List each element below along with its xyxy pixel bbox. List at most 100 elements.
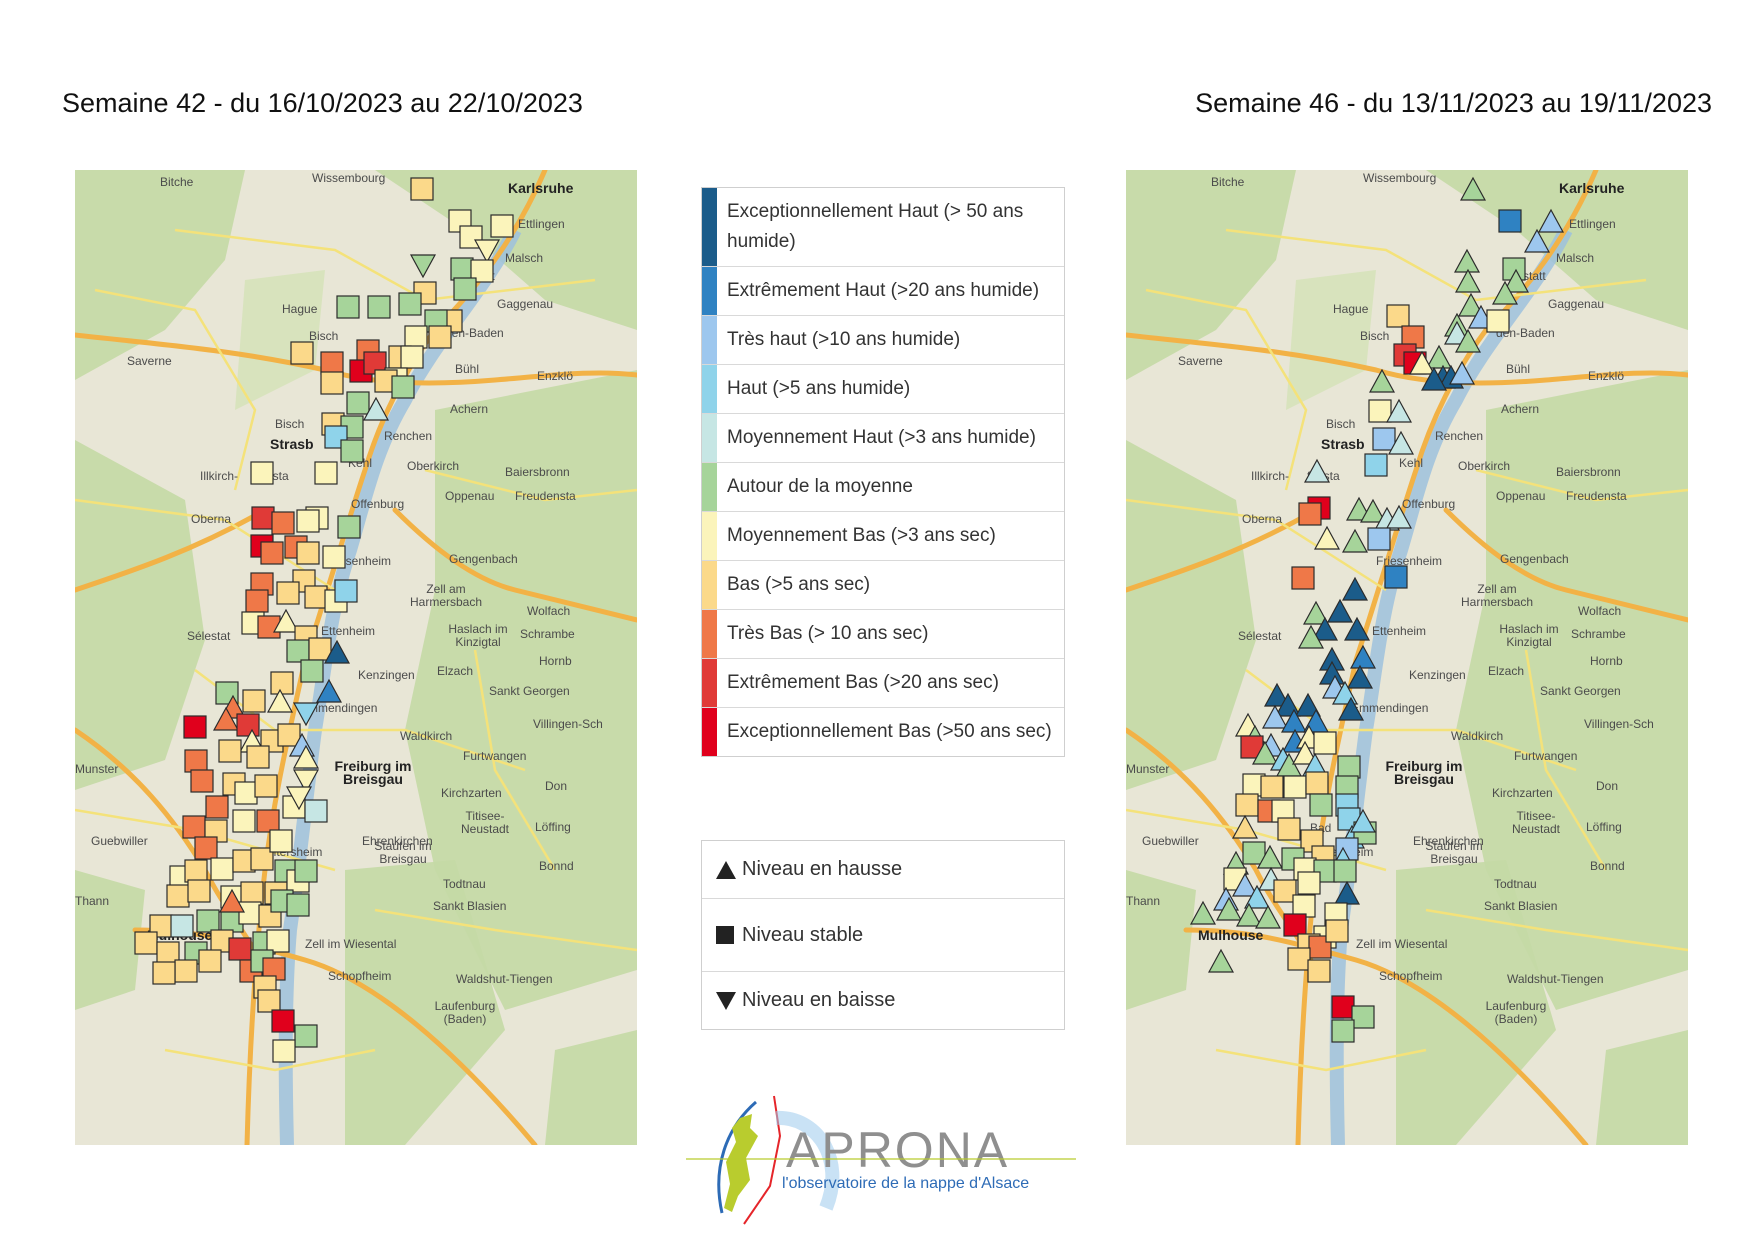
station-stable-marker[interactable] (1486, 309, 1510, 333)
station-stable-marker[interactable] (245, 589, 269, 613)
station-rising-marker[interactable] (1491, 280, 1519, 305)
station-stable-marker[interactable] (184, 859, 208, 883)
station-rising-marker[interactable] (272, 608, 300, 633)
station-stable-marker[interactable] (470, 259, 494, 283)
station-stable-marker[interactable] (304, 799, 328, 823)
station-stable-marker[interactable] (238, 901, 262, 925)
station-falling-marker[interactable] (292, 702, 320, 727)
station-stable-marker[interactable] (340, 439, 364, 463)
station-stable-marker[interactable] (290, 341, 314, 365)
station-rising-marker[interactable] (292, 744, 320, 769)
station-stable-marker[interactable] (346, 391, 370, 415)
station-stable-marker[interactable] (490, 214, 514, 238)
station-rising-marker[interactable] (1502, 268, 1530, 293)
station-stable-marker[interactable] (194, 836, 218, 860)
station-stable-marker[interactable] (410, 177, 434, 201)
station-stable-marker[interactable] (236, 713, 260, 737)
station-stable-marker[interactable] (269, 829, 293, 853)
station-stable-marker[interactable] (205, 795, 229, 819)
station-stable-marker[interactable] (404, 325, 428, 349)
station-stable-marker[interactable] (166, 884, 190, 908)
station-stable-marker[interactable] (174, 959, 198, 983)
station-stable-marker[interactable] (336, 295, 360, 319)
station-rising-marker[interactable] (1359, 498, 1387, 523)
station-rising-marker[interactable] (212, 706, 240, 731)
station-rising-marker[interactable] (1425, 344, 1453, 369)
station-stable-marker[interactable] (134, 931, 158, 955)
station-rising-marker[interactable] (1448, 360, 1476, 385)
station-stable-marker[interactable] (218, 739, 242, 763)
station-stable-marker[interactable] (322, 545, 346, 569)
station-rising-marker[interactable] (1349, 644, 1377, 669)
station-stable-marker[interactable] (320, 371, 344, 395)
station-rising-marker[interactable] (1207, 948, 1235, 973)
station-rising-marker[interactable] (1453, 248, 1481, 273)
station-rising-marker[interactable] (362, 396, 390, 421)
station-stable-marker[interactable] (286, 893, 310, 917)
station-stable-marker[interactable] (1287, 947, 1311, 971)
station-rising-marker[interactable] (1243, 884, 1271, 909)
station-rising-marker[interactable] (218, 888, 246, 913)
station-rising-marker[interactable] (1256, 844, 1284, 869)
station-falling-marker[interactable] (473, 239, 501, 264)
station-rising-marker[interactable] (1235, 902, 1263, 927)
station-stable-marker[interactable] (1235, 793, 1259, 817)
station-stable-marker[interactable] (1297, 871, 1321, 895)
station-stable-marker[interactable] (367, 295, 391, 319)
station-rising-marker[interactable] (1346, 664, 1374, 689)
station-rising-marker[interactable] (323, 639, 351, 664)
station-stable-marker[interactable] (337, 515, 361, 539)
station-stable-marker[interactable] (270, 671, 294, 695)
station-stable-marker[interactable] (170, 914, 194, 938)
station-stable-marker[interactable] (296, 509, 320, 533)
station-stable-marker[interactable] (1273, 879, 1297, 903)
station-rising-marker[interactable] (1291, 740, 1319, 765)
station-stable-marker[interactable] (286, 639, 310, 663)
station-rising-marker[interactable] (315, 678, 343, 703)
station-rising-marker[interactable] (1303, 458, 1331, 483)
station-stable-marker[interactable] (391, 375, 415, 399)
station-stable-marker[interactable] (1337, 755, 1361, 779)
station-stable-marker[interactable] (453, 277, 477, 301)
station-rising-marker[interactable] (1349, 808, 1377, 833)
station-stable-marker[interactable] (1351, 1005, 1375, 1029)
station-rising-marker[interactable] (1343, 616, 1371, 641)
station-rising-marker[interactable] (1326, 598, 1354, 623)
station-stable-marker[interactable] (398, 292, 422, 316)
station-rising-marker[interactable] (1454, 328, 1482, 353)
station-stable-marker[interactable] (277, 723, 301, 747)
station-stable-marker[interactable] (260, 541, 284, 565)
station-stable-marker[interactable] (1277, 817, 1301, 841)
station-stable-marker[interactable] (254, 774, 278, 798)
station-rising-marker[interactable] (1537, 208, 1565, 233)
station-stable-marker[interactable] (1367, 527, 1391, 551)
station-stable-marker[interactable] (250, 847, 274, 871)
station-rising-marker[interactable] (1385, 504, 1413, 529)
station-stable-marker[interactable] (1283, 913, 1307, 937)
station-rising-marker[interactable] (1420, 366, 1448, 391)
station-stable-marker[interactable] (1333, 859, 1357, 883)
station-stable-marker[interactable] (198, 949, 222, 973)
station-rising-marker[interactable] (1231, 872, 1259, 897)
station-stable-marker[interactable] (196, 909, 220, 933)
map-week-42[interactable]: Bitche Wissembourg Karlsruhe Ettlingen Malsc… (75, 170, 637, 1145)
station-stable-marker[interactable] (187, 879, 211, 903)
station-rising-marker[interactable] (1523, 228, 1551, 253)
station-stable-marker[interactable] (271, 511, 295, 535)
station-stable-marker[interactable] (1283, 775, 1307, 799)
map-week-46[interactable]: Bitche Wissembourg Karlsruhe Ettlingen Malsc… (1126, 170, 1688, 1145)
station-stable-marker[interactable] (183, 715, 207, 739)
station-stable-marker[interactable] (251, 506, 275, 530)
station-rising-marker[interactable] (1387, 430, 1415, 455)
station-stable-marker[interactable] (276, 581, 300, 605)
station-stable-marker[interactable] (314, 461, 338, 485)
station-stable-marker[interactable] (1331, 995, 1355, 1019)
station-rising-marker[interactable] (1333, 880, 1361, 905)
station-stable-marker[interactable] (256, 809, 280, 833)
station-stable-marker[interactable] (184, 749, 208, 773)
station-rising-marker[interactable] (1459, 176, 1487, 201)
station-rising-marker[interactable] (1341, 576, 1369, 601)
station-rising-marker[interactable] (1313, 525, 1341, 550)
station-stable-marker[interactable] (266, 929, 290, 953)
station-stable-marker[interactable] (1291, 566, 1315, 590)
